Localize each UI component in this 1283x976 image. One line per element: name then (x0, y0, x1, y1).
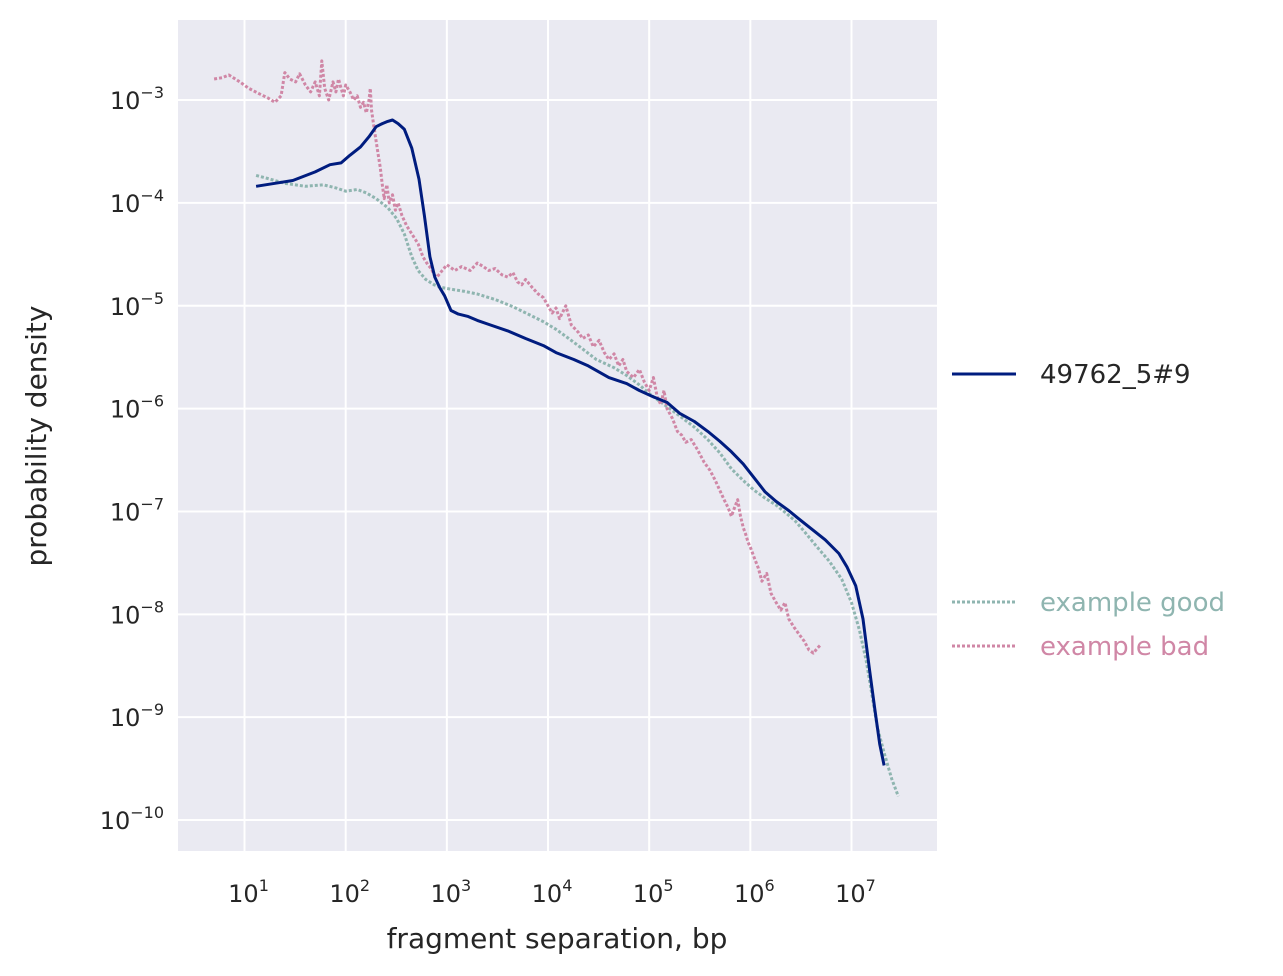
x-tick-label: 104 (532, 876, 573, 908)
x-tick-label: 105 (633, 876, 674, 908)
y-tick-label: 10−7 (110, 494, 164, 526)
y-tick-label: 10−9 (110, 700, 164, 732)
legend-label: example bad (1040, 632, 1209, 662)
legend-label: 49762_5#9 (1040, 360, 1191, 390)
y-tick-label: 10−4 (110, 186, 164, 218)
x-tick-label: 107 (835, 876, 876, 908)
x-tick-labels: 101 102 103 104 105 106 107 (228, 876, 876, 908)
y-tick-label: 10−3 (110, 83, 164, 115)
x-tick-label: 106 (734, 876, 775, 908)
x-tick-label: 101 (228, 876, 269, 908)
series-layer (213, 59, 900, 797)
x-tick-label: 103 (430, 876, 471, 908)
plot-background (178, 20, 937, 851)
x-axis-label: fragment separation, bp (387, 922, 728, 955)
y-tick-label: 10−8 (110, 597, 164, 629)
y-tick-label: 10−10 (100, 803, 164, 835)
series-line-example-bad (213, 59, 823, 655)
legend-label: example good (1040, 588, 1225, 618)
series-line-example-good (255, 173, 900, 797)
x-tick-label: 102 (329, 876, 370, 908)
series-line-49762-5-9 (255, 118, 886, 766)
y-axis-label: probability density (20, 306, 53, 567)
y-tick-label: 10−6 (110, 392, 164, 424)
y-tick-labels: 10−3 10−4 10−5 10−6 10−7 10−8 10−9 10−10 (100, 83, 164, 835)
y-gridlines (178, 99, 937, 822)
y-tick-label: 10−5 (110, 289, 164, 321)
